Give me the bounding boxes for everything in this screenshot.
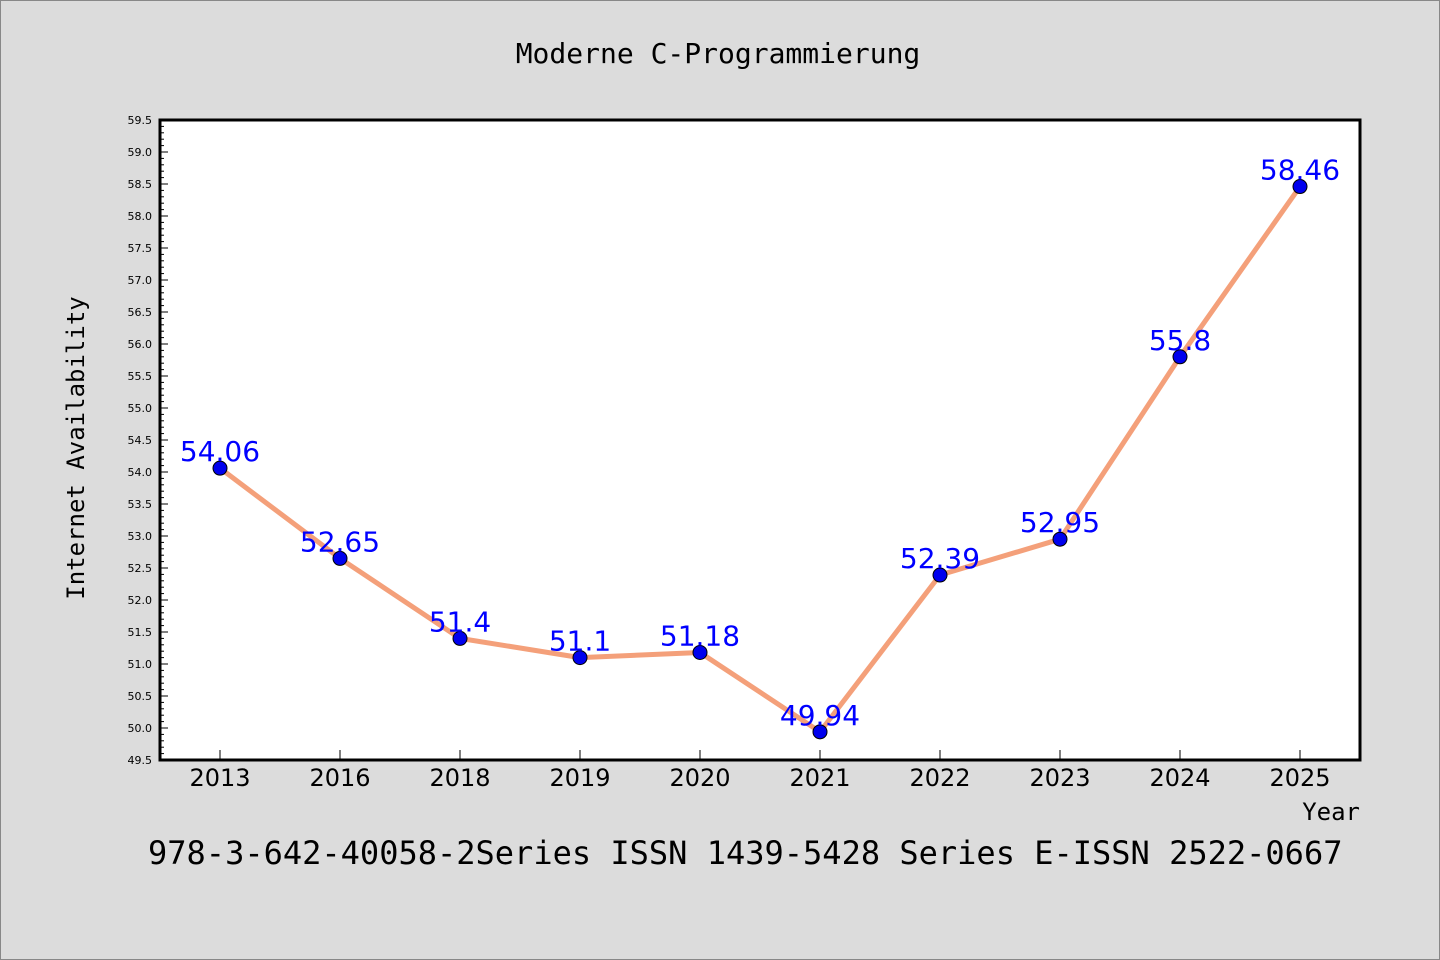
data-label: 51.4 — [429, 605, 491, 638]
x-axis: 2013 2016 2018 2019 2020 2021 2022 2023 2024 2025 — [189, 750, 1331, 792]
series-line — [218, 185, 1303, 735]
data-point — [1052, 531, 1068, 547]
y-tick-label: 58.5 — [128, 178, 153, 191]
y-axis-label: Internet Availability — [62, 296, 90, 599]
data-point — [932, 567, 948, 583]
data-label: 55.8 — [1149, 324, 1211, 357]
y-tick-label: 53.5 — [128, 498, 153, 511]
y-tick-label: 59.0 — [128, 146, 153, 159]
data-label: 51.18 — [660, 619, 740, 652]
y-tick-label: 55.0 — [128, 402, 153, 415]
y-tick-label: 57.5 — [128, 242, 153, 255]
y-axis: 49.5 50.0 50.5 51.0 51.5 52.0 52.5 53.0 53.5 54.0… — [128, 114, 168, 767]
x-tick-label: 2021 — [789, 764, 850, 792]
x-tick-label: 2019 — [549, 764, 610, 792]
y-tick-label: 54.5 — [128, 434, 153, 447]
data-label: 51.1 — [549, 625, 611, 658]
footer-text: 978-3-642-40058-2Series ISSN 1439-5428 S… — [148, 834, 1342, 872]
data-label: 58.46 — [1260, 154, 1340, 187]
data-label: 52.95 — [1020, 506, 1100, 539]
y-tick-label: 56.0 — [128, 338, 153, 351]
data-point — [812, 724, 828, 740]
data-point — [572, 650, 588, 666]
x-axis-label: Year — [1302, 798, 1360, 826]
data-label: 52.65 — [300, 525, 380, 558]
data-point — [1172, 349, 1188, 365]
y-tick-label: 55.5 — [128, 370, 153, 383]
data-point — [692, 644, 708, 660]
y-tick-label: 54.0 — [128, 466, 153, 479]
y-tick-label: 52.0 — [128, 594, 153, 607]
y-tick-label: 57.0 — [128, 274, 153, 287]
x-tick-label: 2022 — [909, 764, 970, 792]
data-point — [1292, 179, 1308, 195]
x-tick-label: 2024 — [1149, 764, 1210, 792]
data-point — [212, 460, 228, 476]
chart-title: Moderne C-Programmierung — [516, 37, 921, 70]
y-tick-label: 53.0 — [128, 530, 153, 543]
data-label: 54.06 — [180, 435, 260, 468]
y-tick-label: 59.5 — [128, 114, 153, 127]
x-tick-label: 2016 — [309, 764, 370, 792]
data-label: 52.39 — [900, 542, 980, 575]
series-layer: 54.06 52.65 51.4 51.1 51.18 49.94 52.39 52.95 55… — [180, 154, 1340, 740]
x-tick-label: 2025 — [1269, 764, 1330, 792]
y-tick-label: 49.5 — [128, 754, 153, 767]
y-tick-label: 50.5 — [128, 690, 153, 703]
x-tick-label: 2013 — [189, 764, 250, 792]
x-tick-label: 2018 — [429, 764, 490, 792]
x-tick-label: 2023 — [1029, 764, 1090, 792]
y-tick-label: 51.0 — [128, 658, 153, 671]
y-tick-label: 51.5 — [128, 626, 153, 639]
data-point — [332, 550, 348, 566]
data-label: 49.94 — [780, 699, 860, 732]
plot-area — [158, 118, 1362, 762]
x-tick-label: 2020 — [669, 764, 730, 792]
y-tick-label: 58.0 — [128, 210, 153, 223]
y-tick-label: 52.5 — [128, 562, 153, 575]
data-point — [452, 630, 468, 646]
y-tick-label: 50.0 — [128, 722, 153, 735]
y-tick-label: 56.5 — [128, 306, 153, 319]
